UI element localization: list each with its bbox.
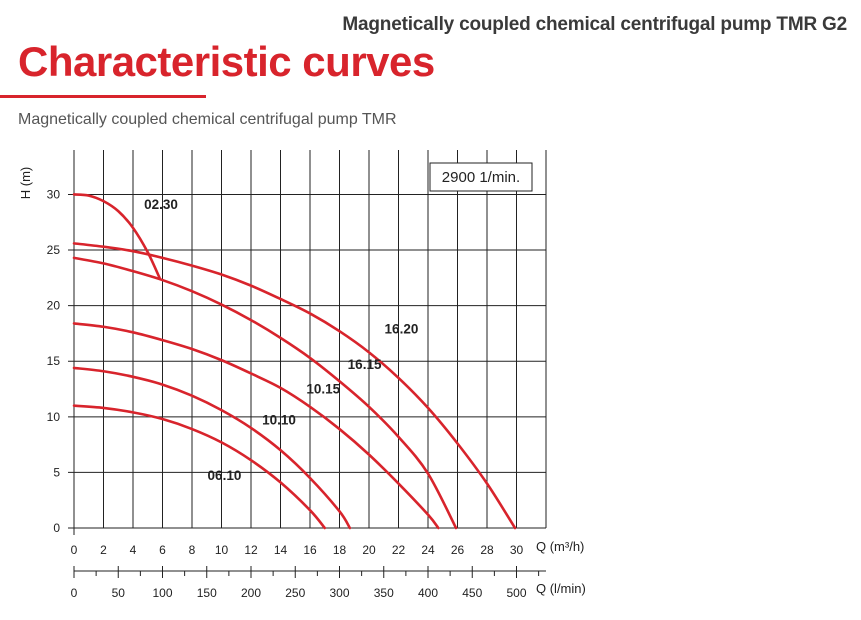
y-tick-label: 5 — [53, 465, 60, 479]
product-title: Magnetically coupled chemical centrifuga… — [342, 14, 847, 35]
speed-label: 2900 1/min. — [442, 169, 520, 186]
x-axis-title: Q (m³/h) — [536, 539, 584, 554]
x2-tick-label: 400 — [418, 586, 438, 600]
x-tick-label: 30 — [510, 543, 524, 557]
y-tick-label: 15 — [47, 354, 61, 368]
y-tick-label: 0 — [53, 521, 60, 535]
x-tick-label: 26 — [451, 543, 465, 557]
x-tick-label: 20 — [362, 543, 376, 557]
curve-16-15 — [72, 256, 458, 530]
x-tick-label: 18 — [333, 543, 347, 557]
curve-labels: 02.30 06.10 10.10 10.15 16.15 16.20 — [144, 197, 418, 483]
curve-label-10-15: 10.15 — [306, 381, 340, 396]
x-tick-label: 2 — [100, 543, 107, 557]
x-tick-label: 0 — [71, 543, 78, 557]
x-tick-label: 16 — [303, 543, 317, 557]
curve-06-10 — [72, 404, 327, 530]
x2-axis-title: Q (l/min) — [536, 581, 586, 596]
x2-tick-label: 0 — [71, 586, 78, 600]
x-tick-label: 24 — [421, 543, 435, 557]
x-tick-label: 4 — [130, 543, 137, 557]
x-tick-label: 6 — [159, 543, 166, 557]
speed-box: 2900 1/min. — [429, 162, 533, 192]
x2-tick-label: 100 — [152, 586, 172, 600]
curve-label-02-30: 02.30 — [144, 197, 178, 212]
title-underline — [0, 95, 206, 98]
curves — [72, 193, 517, 530]
x-tick-label: 10 — [215, 543, 229, 557]
x-tick-label: 14 — [274, 543, 288, 557]
x-tick-label: 22 — [392, 543, 406, 557]
curve-10-10 — [72, 366, 352, 530]
y-tick-label: 20 — [47, 299, 61, 313]
x-tick-label: 12 — [244, 543, 258, 557]
x2-tick-label: 450 — [462, 586, 482, 600]
x2-tick-label: 200 — [241, 586, 261, 600]
x-tick-label: 28 — [480, 543, 494, 557]
curve-16-20 — [72, 242, 517, 530]
section-title: Characteristic curves — [18, 38, 435, 85]
curve-02-30 — [72, 193, 161, 280]
x2-tick-label: 50 — [112, 586, 126, 600]
curve-label-16-20: 16.20 — [385, 321, 419, 336]
y-tick-label: 25 — [47, 243, 61, 257]
chart-subtitle: Magnetically coupled chemical centrifuga… — [18, 111, 397, 128]
curve-10-15 — [72, 322, 440, 530]
x2-tick-label: 150 — [197, 586, 217, 600]
x2-tick-label: 250 — [285, 586, 305, 600]
y-tick-label: 10 — [47, 410, 61, 424]
grid — [68, 150, 547, 529]
curve-label-16-15: 16.15 — [348, 357, 382, 372]
x2-tick-label: 500 — [506, 586, 526, 600]
curve-label-10-10: 10.10 — [262, 413, 296, 428]
x-tick-label: 8 — [189, 543, 196, 557]
y-axis-title: H (m) — [18, 167, 33, 200]
x2-tick-label: 300 — [329, 586, 349, 600]
y-tick-label: 30 — [47, 187, 61, 201]
curve-label-06-10: 06.10 — [208, 468, 242, 483]
x2-tick-label: 350 — [374, 586, 394, 600]
